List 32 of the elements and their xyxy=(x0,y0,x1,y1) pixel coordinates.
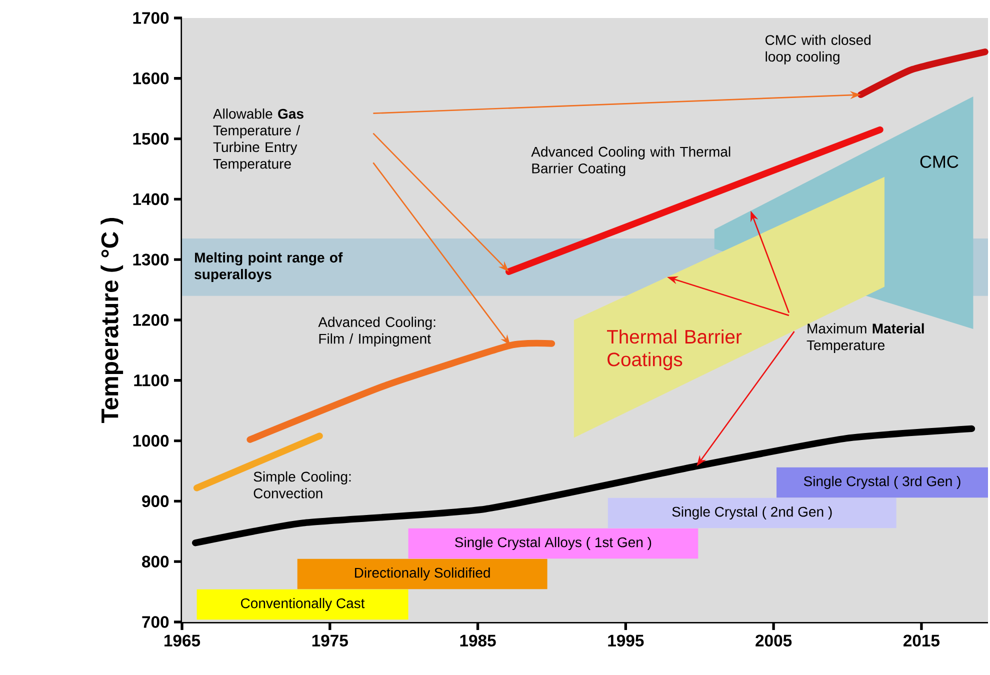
series-label: CMC with closed loop cooling xyxy=(766,34,870,64)
y-tick-label: 900 xyxy=(142,495,169,508)
annotation: Maximum Material Temperature xyxy=(806,323,924,353)
x-tick-label: 1975 xyxy=(312,634,348,646)
y-tick-label: 700 xyxy=(142,616,169,628)
y-tick-label: 800 xyxy=(142,556,169,568)
y-tick-label: 1600 xyxy=(133,72,169,84)
band-label: Conventionally Cast xyxy=(240,598,365,611)
y-tick-label: 1100 xyxy=(134,374,169,386)
x-tick-label: 1965 xyxy=(164,634,200,646)
band-label: Single Crystal ( 2nd Gen ) xyxy=(672,506,832,520)
x-tick-label: 1995 xyxy=(608,634,644,646)
band-label: Single Crystal Alloys ( 1st Gen ) xyxy=(455,536,652,550)
y-tick-label: 1700 xyxy=(133,12,169,24)
x-tick-label: 2015 xyxy=(904,634,940,646)
series-label: Thermal Barrier Coatings xyxy=(607,329,742,370)
band-label: Melting point range of superalloys xyxy=(194,252,343,282)
band-label: Directionally Solidified xyxy=(355,567,490,580)
y-tick-label: 1200 xyxy=(133,314,169,326)
y-axis-title: Temperature ( °C ) xyxy=(100,218,124,423)
y-tick-label: 1300 xyxy=(133,254,169,266)
band-label: Single Crystal ( 3rd Gen ) xyxy=(804,476,960,489)
y-tick-label: 1400 xyxy=(133,193,169,206)
y-tick-label: 1000 xyxy=(133,434,169,447)
annotation: Allowable Gas Temperature / Turbine Entry Temperature xyxy=(212,108,304,172)
series-label: Advanced Cooling with Thermal Barrier Coating xyxy=(531,146,730,176)
y-tick-label: 1500 xyxy=(133,132,169,145)
series-label: CMC xyxy=(920,156,958,168)
x-tick-label: 2005 xyxy=(756,634,792,646)
series-label: Simple Cooling: Convection xyxy=(254,471,351,498)
x-tick-label: 1985 xyxy=(460,634,496,646)
series-label: Advanced Cooling: Film / Impingment xyxy=(318,316,436,346)
